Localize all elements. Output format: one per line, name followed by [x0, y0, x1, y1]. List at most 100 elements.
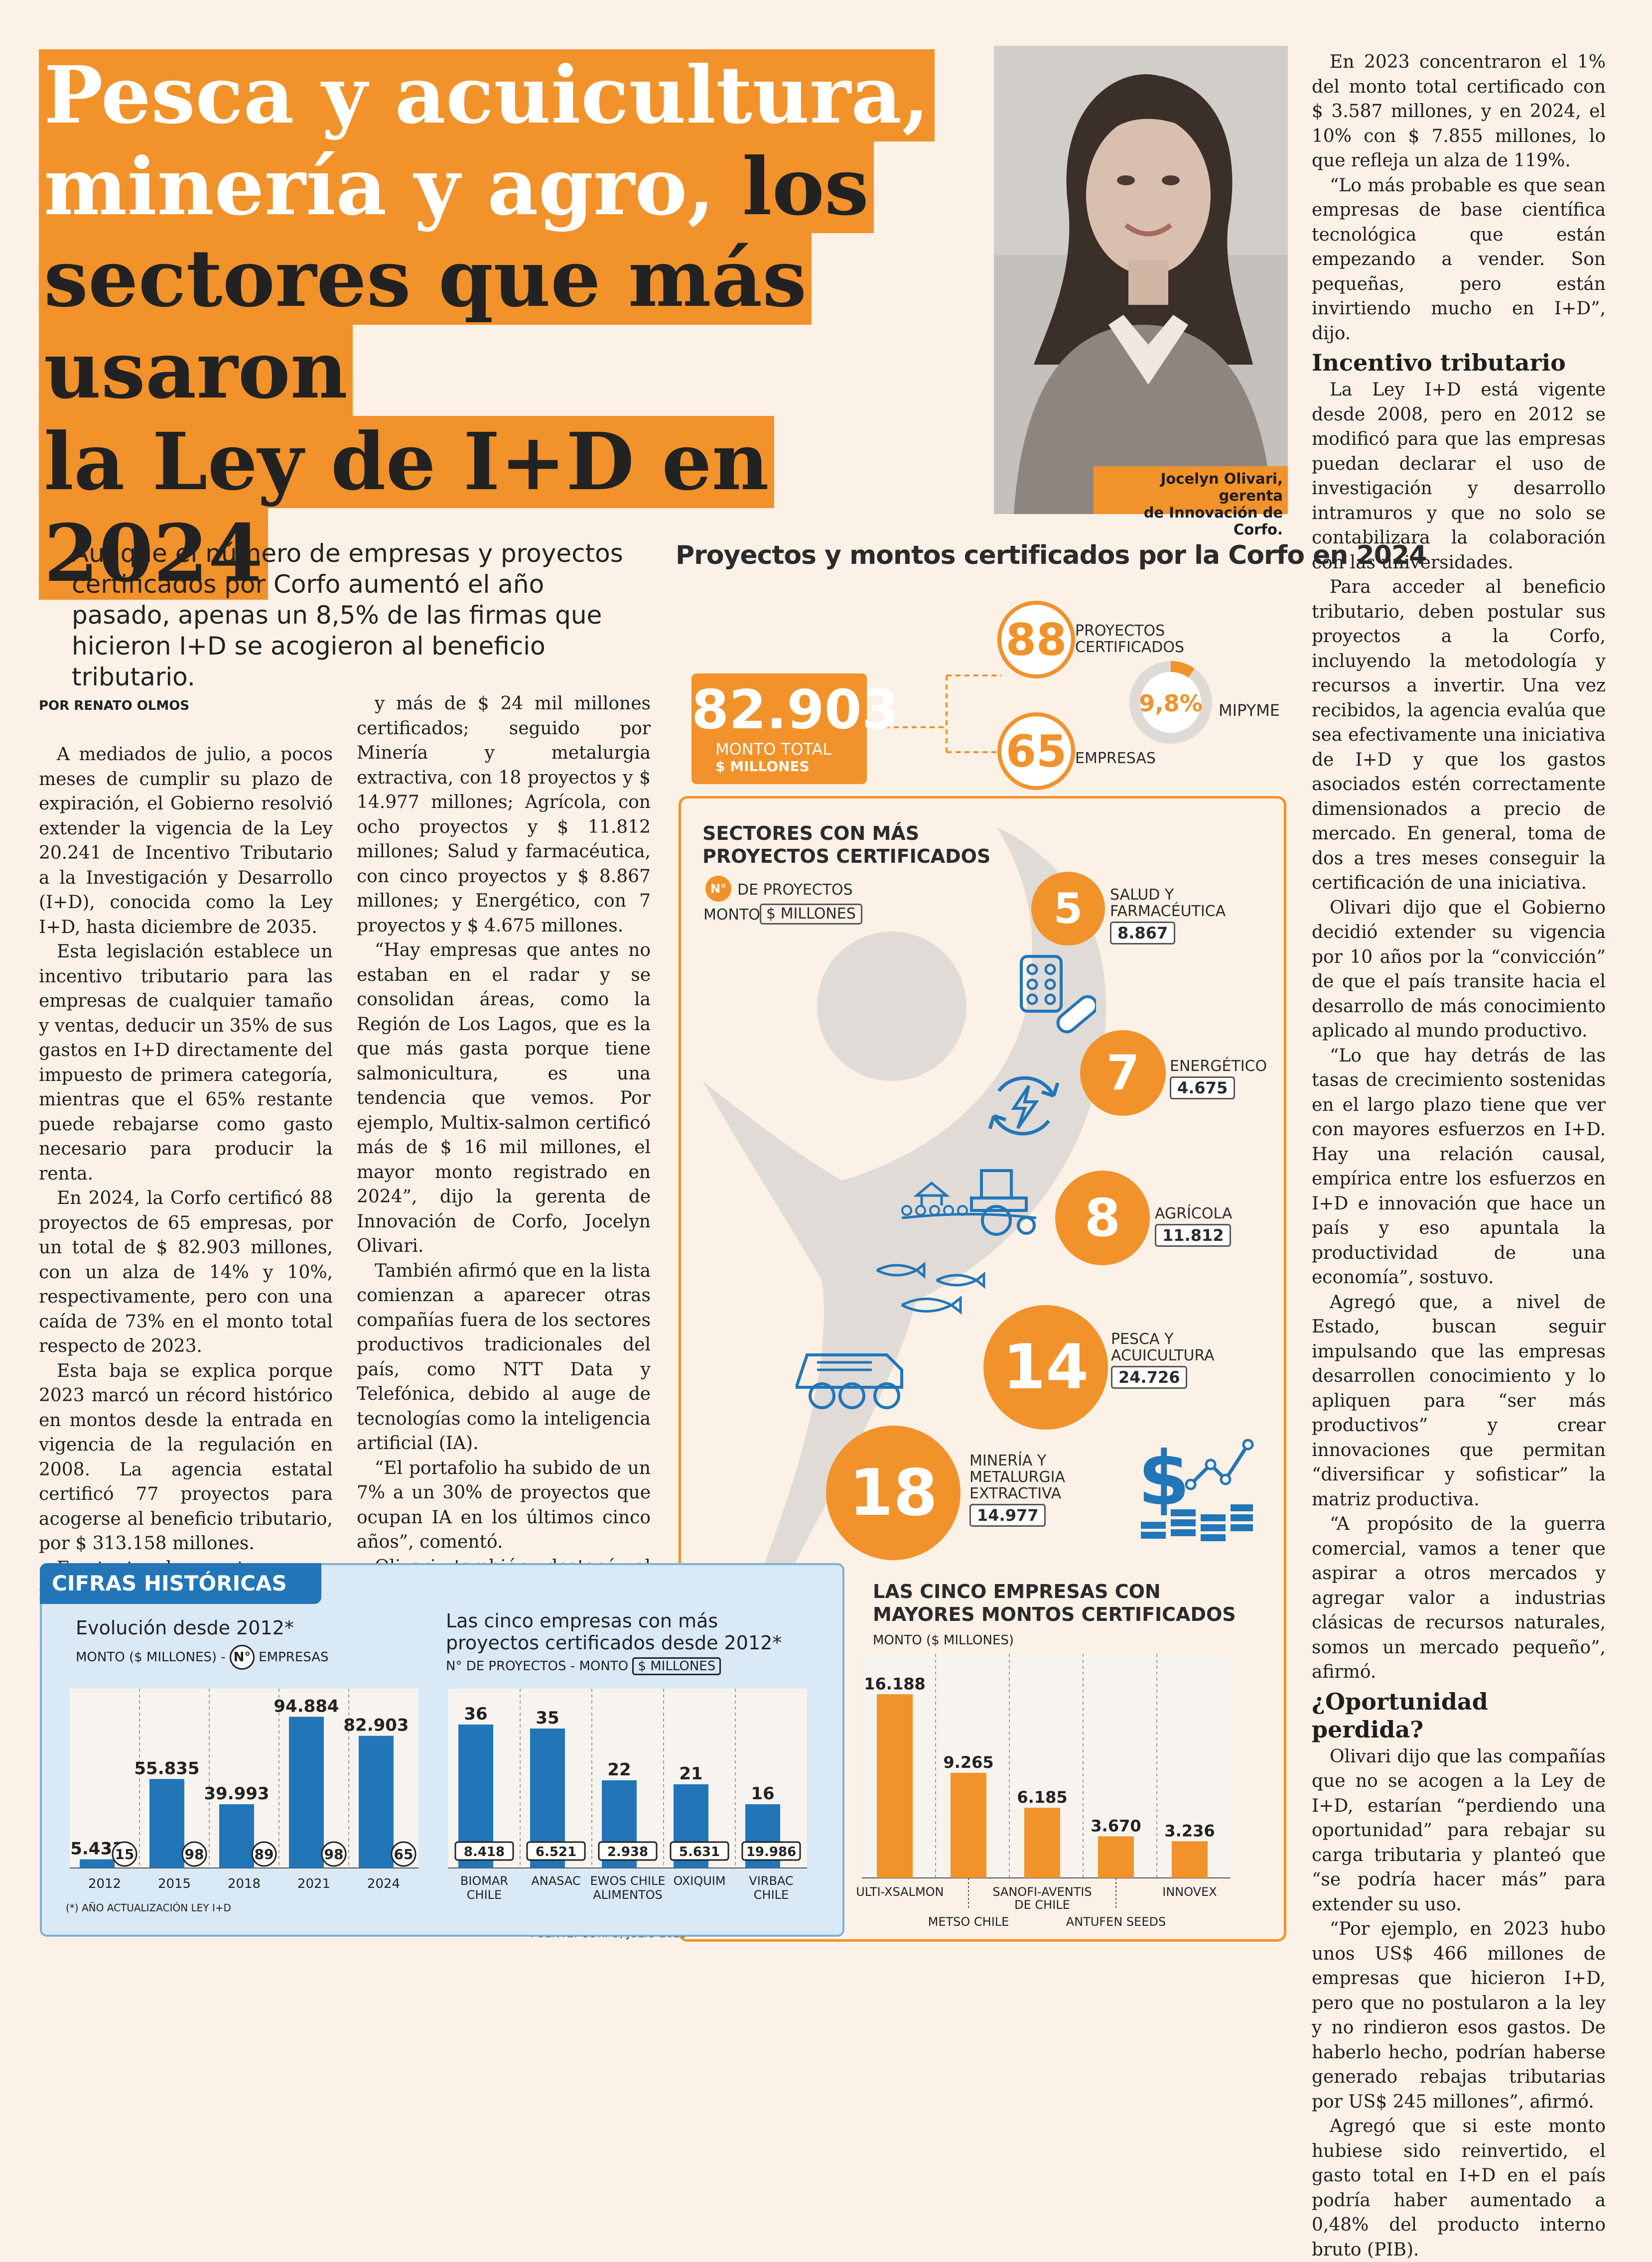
bar-value-label: 21 [679, 1764, 702, 1784]
bar-value-label: 94.884 [274, 1696, 339, 1716]
paragraph: “A propósito de la guerra comercial, vam… [1312, 1514, 1606, 1682]
legend-monto: MONTO [703, 906, 760, 924]
bar [289, 1717, 324, 1868]
pills-icon [1020, 955, 1096, 1034]
x-tick-label: CHILE [754, 1888, 789, 1902]
bar [149, 1779, 184, 1868]
projects-count-ring: 88 [997, 601, 1075, 678]
headline-line-2a: minería y agro, [44, 141, 715, 233]
top-projects-subtitle-2: $ MILLONES [632, 1657, 721, 1675]
monto-box [526, 1841, 586, 1861]
caption-line-1: Jocelyn Olivari, gerenta [1160, 470, 1283, 504]
sector-label-agricola: AGRÍCOLA 11.812 [1155, 1205, 1232, 1247]
monto-label: 19.986 [746, 1845, 796, 1860]
sector-label-mineria-2: METALURGIA [969, 1468, 1065, 1486]
sector-bubble-energetico: 7 [1080, 1030, 1166, 1116]
energy-icon [988, 1076, 1060, 1136]
lead-paragraph: Aunque el número de empresas y proyectos… [39, 538, 647, 692]
bar-value-label: 36 [464, 1704, 487, 1724]
companies-count-label: 15 [115, 1846, 135, 1863]
monto-label: 6.521 [536, 1845, 576, 1860]
paragraph: “Hay empresas que antes no estaban en el… [357, 940, 651, 1256]
sector-label-salud: SALUD Y FARMACÉUTICA 8.867 [1110, 887, 1226, 944]
paragraph: La Ley I+D está vigente desde 2008, pero… [1312, 380, 1606, 573]
section-heading: ¿Oportunidad perdida? [1312, 1688, 1488, 1743]
finance-growth-icon: $ [1138, 1436, 1254, 1541]
monto-box [741, 1841, 801, 1861]
sectors-title: SECTORES CON MÁS PROYECTOS CERTIFICADOS [702, 822, 990, 868]
infographic-title: Proyectos y montos certificados por la C… [676, 540, 1427, 570]
mipyme-value: 9,8% [1139, 690, 1203, 717]
top5-amounts-title: LAS CINCO EMPRESAS CON MAYORES MONTOS CE… [873, 1580, 1236, 1626]
evolution-n-badge: N° [229, 1645, 255, 1670]
x-tick-label: ALIMENTOS [593, 1888, 662, 1902]
sector-label-energetico-1: ENERGÉTICO [1170, 1058, 1267, 1075]
x-tick-label: CHILE [467, 1888, 502, 1902]
total-amount-unit: $ MILLONES [715, 758, 810, 775]
sector-label-mineria-1: MINERÍA Y [969, 1452, 1047, 1469]
legend-millones: $ MILLONES [760, 904, 862, 925]
total-amount-box: 82.903 MONTO TOTAL $ MILLONES [691, 673, 899, 784]
x-tick-label: METSO CHILE [928, 1915, 1009, 1929]
sector-label-pesca-1: PESCA Y [1111, 1331, 1174, 1348]
sector-value-salud: 8.867 [1110, 922, 1176, 944]
monto-box [454, 1841, 514, 1861]
bar [1098, 1836, 1134, 1878]
companies-badge [321, 1841, 347, 1867]
human-figure-illustration [702, 827, 1106, 1569]
sector-label-pesca-2: ACUICULTURA [1111, 1347, 1215, 1364]
sector-value-pesca: 24.726 [1111, 1366, 1188, 1389]
bar [1172, 1841, 1208, 1878]
sector-value-energetico: 4.675 [1170, 1076, 1236, 1099]
mipyme-donut: 9,8% [1129, 661, 1212, 744]
summary-connectors [867, 674, 1001, 753]
paragraph: Olivari dijo que las compañías que no se… [1312, 1746, 1606, 1915]
companies-count-label: 98 [324, 1846, 344, 1863]
evolution-subtitle: MONTO ($ MILLONES) - N° EMPRESAS [76, 1645, 329, 1670]
monto-label: 5.631 [679, 1845, 720, 1860]
x-tick-label: SANOFI-AVENTIS [992, 1885, 1092, 1899]
evolution-subtitle-2: EMPRESAS [259, 1650, 329, 1665]
companies-count-label: 89 [255, 1846, 274, 1863]
sectors-panel [679, 796, 1286, 1942]
projects-label-2: CERTIFICADOS [1075, 639, 1185, 656]
x-tick-label: MULTI-XSALMON [857, 1885, 944, 1899]
x-tick-label: 2021 [297, 1876, 330, 1891]
lead-text: Aunque el número de empresas y proyectos… [72, 539, 623, 691]
companies-count-label: 65 [394, 1846, 413, 1863]
sector-bubble-salud: 5 [1031, 872, 1105, 945]
paragraph: En 2024, la Corfo certificó 88 proyectos… [39, 1188, 333, 1356]
monto-label: 2.938 [607, 1845, 648, 1860]
headline-line-3: sectores que más usaron [39, 233, 812, 416]
bar-value-label: 16 [751, 1784, 774, 1804]
historic-tab: CIFRAS HISTÓRICAS [40, 1563, 321, 1604]
article-column-1: A mediados de julio, a pocos meses de cu… [39, 742, 333, 1655]
mining-truck-icon [796, 1353, 903, 1409]
portrait-illustration [994, 46, 1288, 514]
monto-box [670, 1841, 729, 1861]
paragraph: “Lo que hay detrás de las tasas de creci… [1312, 1045, 1606, 1288]
svg-text:$: $ [1138, 1436, 1190, 1522]
x-tick-label: ANASAC [531, 1874, 580, 1888]
sector-label-mineria: MINERÍA Y METALURGIA EXTRACTIVA 14.977 [969, 1453, 1065, 1527]
companies-badge [251, 1841, 277, 1867]
paragraph: En 2023 concentraron el 1% del monto tot… [1312, 52, 1606, 171]
portrait-photo [994, 46, 1288, 514]
paragraph: A mediados de julio, a pocos meses de cu… [39, 744, 333, 937]
paragraph: y más de $ 24 mil millones certificados;… [357, 693, 651, 936]
top-projects-subtitle-1: N° DE PROYECTOS - MONTO [446, 1659, 629, 1674]
sector-label-salud-1: SALUD Y [1110, 886, 1174, 904]
bar [1024, 1808, 1060, 1878]
paragraph: Para acceder al beneficio tributario, de… [1312, 577, 1606, 893]
bar-value-label: 39.993 [204, 1784, 269, 1804]
tractor-icon [901, 1169, 1037, 1236]
top5-amounts-subtitle: MONTO ($ MILLONES) [873, 1633, 1014, 1648]
x-tick-label: OXIQUIM [673, 1874, 725, 1888]
monto-label: 8.418 [464, 1845, 505, 1860]
paragraph: Esta baja se explica porque 2023 marcó u… [39, 1360, 333, 1554]
monto-box [598, 1841, 658, 1861]
bar-value-label: 9.265 [943, 1753, 993, 1772]
x-tick-label: 2024 [367, 1876, 400, 1891]
bar-value-label: 35 [536, 1708, 559, 1728]
mipyme-label: MIPYME [1219, 701, 1280, 720]
